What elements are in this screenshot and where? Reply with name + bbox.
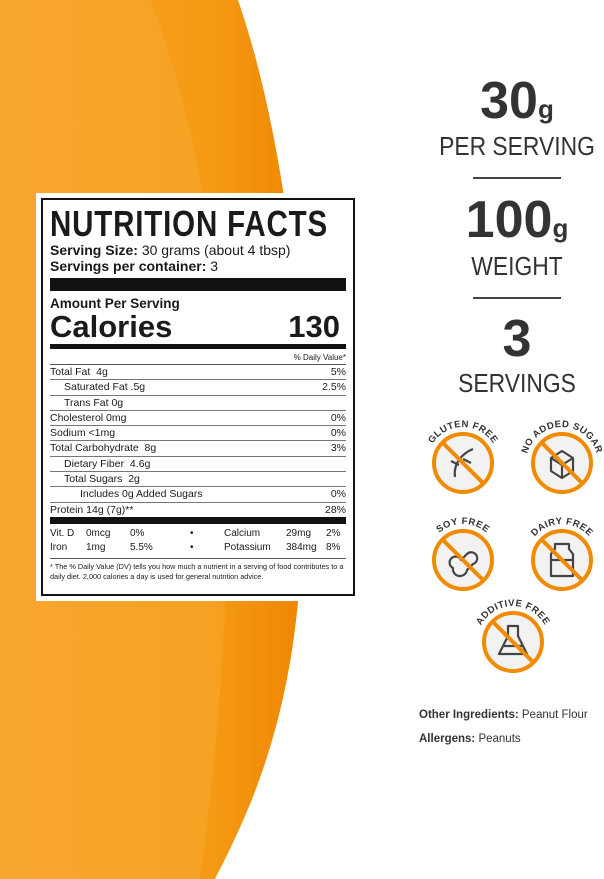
nutrient-label: Sodium <1mg — [50, 427, 116, 440]
nutrient-dv: 0% — [330, 427, 346, 440]
servings: Servings per container: 3 — [50, 258, 346, 274]
nutrient-row: Includes 0g Added Sugars 0% — [50, 487, 346, 503]
value: 130 — [288, 309, 340, 344]
nutrient-row: Saturated Fat .5g 2.5% — [50, 380, 346, 396]
nutrient-label: Includes 0g Added Sugars — [80, 488, 203, 501]
value: Peanuts — [478, 733, 521, 745]
serving-size: Serving Size: 30 grams (about 4 tbsp) — [50, 242, 346, 258]
label: Servings per container: — [50, 258, 207, 274]
nutrient-row: Total Fat 4g 5% — [50, 365, 346, 381]
mineral-name: Potassium — [224, 542, 271, 554]
nutrient-label: Cholesterol 0mg — [50, 411, 127, 424]
divider — [50, 516, 346, 524]
label: Allergens: — [419, 733, 476, 745]
mineral-name: Iron — [50, 542, 68, 554]
nutrient-row: Dietary Fiber 4.6g — [50, 457, 346, 473]
nutrient-label: Protein 14g (7g)** — [50, 503, 134, 516]
mineral-name: Calcium — [224, 527, 261, 539]
nutrient-row: Protein 14g (7g)** 28% — [50, 503, 346, 517]
mineral-dv: 8% — [326, 542, 341, 554]
nutrient-label: Dietary Fiber 4.6g — [64, 457, 151, 470]
nutrition-facts: NUTRITION FACTS Serving Size: 30 grams (… — [41, 198, 355, 596]
nutrient-row: Total Carbohydrate 8g 3% — [50, 441, 346, 457]
divider — [50, 344, 346, 349]
nutrient-label: Total Fat 4g — [50, 366, 108, 378]
nutrient-dv: 3% — [330, 442, 346, 455]
nutrient-rows: Total Fat 4g 5% Saturated Fat .5g 2.5% Trans… — [50, 365, 346, 517]
nutrient-row: Cholesterol 0mg 0% — [50, 411, 346, 427]
value: Peanut Flour — [521, 709, 588, 721]
footnote: * The % Daily Value (DV) tells you how m… — [50, 557, 346, 582]
nutrient-label: Trans Fat 0g — [64, 396, 124, 409]
allergens: Allergens: Peanuts — [419, 733, 521, 745]
label: Serving Size: — [50, 242, 138, 258]
nutrient-label: Total Sugars 2g — [64, 473, 140, 486]
value: 3 — [210, 258, 219, 274]
nutrient-dv: 2.5% — [322, 381, 346, 394]
nutrient-row: Total Sugars 2g — [50, 472, 346, 488]
nf-title: NUTRITION FACTS — [50, 203, 328, 244]
label: Other Ingredients: — [419, 709, 519, 721]
amount-per-serving: Amount Per Serving — [50, 296, 180, 311]
nutrient-row: Trans Fat 0g — [50, 396, 346, 411]
mineral-amount: 1mg — [86, 542, 106, 554]
mineral-amount: 384mg — [286, 542, 317, 554]
other-ingredients: Other Ingredients: Peanut Flour — [419, 709, 588, 721]
nutrition-panel: NUTRITION FACTS Serving Size: 30 grams (… — [36, 193, 360, 601]
label: Calories — [50, 309, 173, 344]
separator: • — [190, 542, 194, 554]
mineral-name: Vit. D — [50, 527, 75, 539]
mineral-row: Vit. D 0mcg 0% • Calcium 29mg 2% — [50, 527, 346, 542]
mineral-amount: 0mcg — [86, 527, 111, 539]
nutrient-dv: 28% — [324, 503, 346, 516]
divider — [50, 278, 346, 291]
nutrient-label: Saturated Fat .5g — [64, 381, 146, 394]
nutrient-dv: 0% — [330, 411, 346, 424]
calories: Calories 130 — [50, 311, 346, 343]
nutrient-dv: 5% — [330, 366, 346, 378]
separator: • — [190, 527, 194, 539]
mineral-dv: 0% — [130, 527, 145, 539]
mineral-row: Iron 1mg 5.5% • Potassium 384mg 8% — [50, 541, 346, 556]
mineral-amount: 29mg — [286, 527, 312, 539]
nutrient-dv: 0% — [330, 488, 346, 501]
nutrient-row: Sodium <1mg 0% — [50, 426, 346, 442]
mineral-dv: 2% — [326, 527, 341, 539]
nutrient-label: Total Carbohydrate 8g — [50, 442, 157, 455]
dv-header: % Daily Value* — [50, 351, 346, 365]
mineral-dv: 5.5% — [130, 542, 153, 554]
value: 30 grams (about 4 tbsp) — [141, 242, 291, 258]
minerals: Vit. D 0mcg 0% • Calcium 29mg 2% Iron 1mg 5.5% • Po… — [50, 527, 346, 556]
